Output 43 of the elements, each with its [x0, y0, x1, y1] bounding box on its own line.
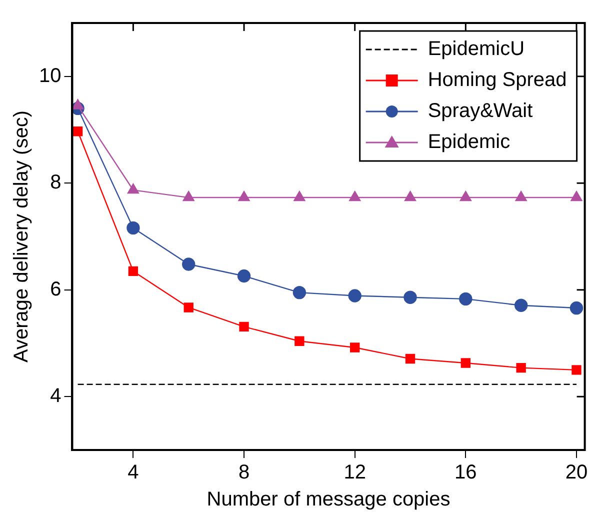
x-tick-label: 12 [344, 462, 366, 484]
point [294, 336, 304, 346]
point [460, 358, 471, 368]
point [405, 354, 416, 364]
point [404, 190, 416, 202]
point [128, 266, 138, 276]
point [514, 298, 528, 312]
y-axis-title: Average delivery delay (sec) [10, 110, 33, 362]
point [127, 183, 139, 194]
point [239, 322, 249, 332]
x-tick-label: 20 [565, 462, 588, 484]
point [570, 301, 584, 315]
y-tick-label: 4 [50, 385, 62, 408]
point [570, 190, 582, 202]
point [294, 190, 306, 202]
point [292, 286, 306, 300]
legend-label: Spray&Wait [428, 100, 534, 122]
x-axis-title: Number of message copies [206, 488, 450, 511]
point [515, 190, 527, 202]
x-tick-label: 16 [454, 462, 477, 484]
point [126, 221, 140, 235]
point [516, 362, 526, 373]
legend-label: Epidemic [428, 131, 510, 154]
point [349, 190, 361, 202]
y-tick-label: 10 [38, 64, 62, 87]
point [184, 302, 194, 312]
point [237, 269, 251, 283]
point [72, 99, 84, 110]
legend-label: EpidemicU [428, 38, 525, 60]
point [350, 342, 360, 352]
point [460, 190, 472, 202]
x-tick-label: 4 [128, 462, 139, 484]
y-tick-label: 6 [50, 278, 62, 300]
x-tick-label: 8 [238, 462, 250, 484]
point [572, 365, 582, 375]
point [348, 289, 362, 302]
point [182, 258, 196, 271]
y-tick-label: 8 [50, 172, 62, 194]
point [459, 292, 472, 306]
legend-label: Homing Spread [428, 69, 567, 92]
point [238, 190, 250, 202]
point [404, 290, 417, 304]
point [182, 190, 194, 202]
